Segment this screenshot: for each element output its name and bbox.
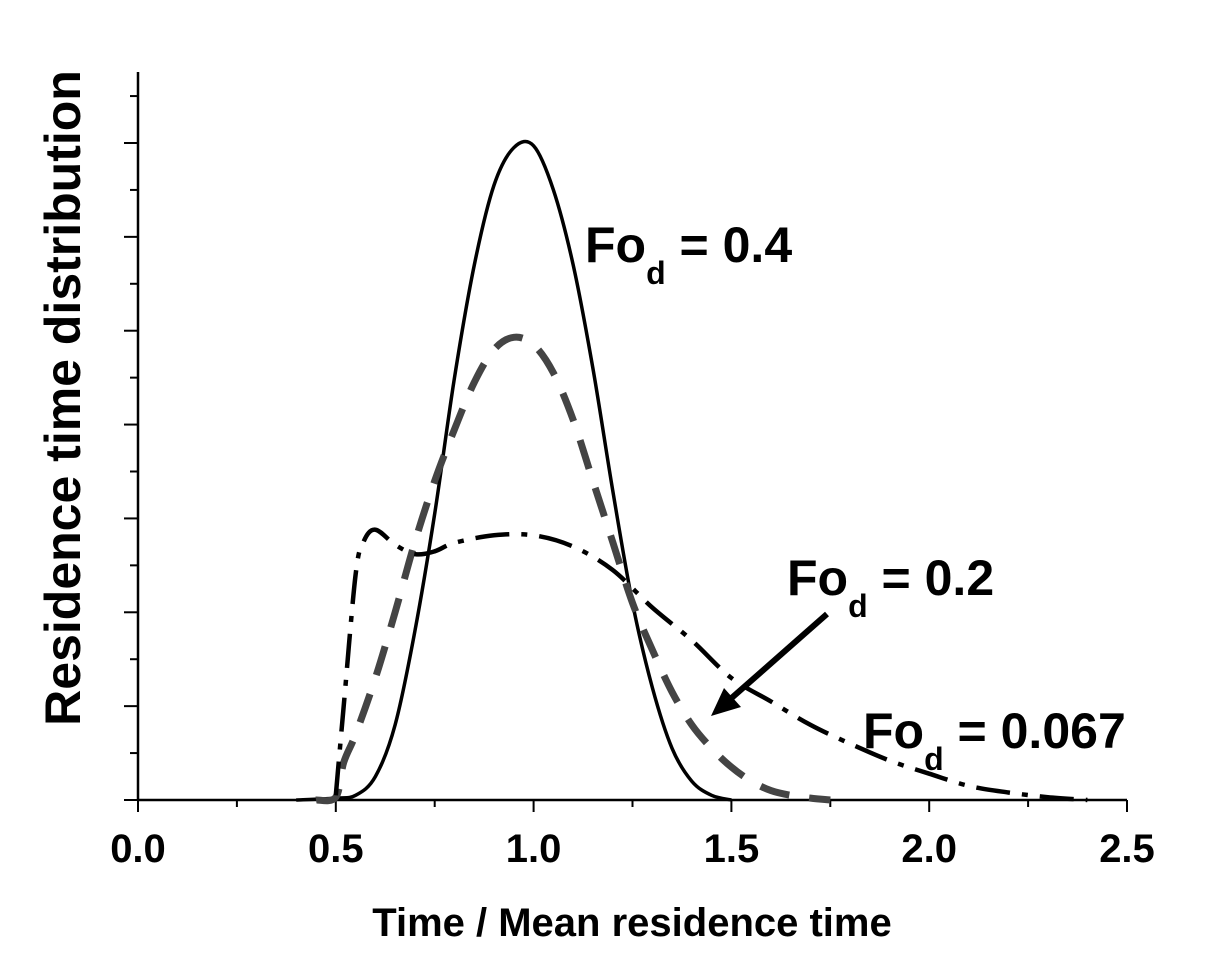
annotation-fo-0-2: Fod = 0.2 — [787, 550, 994, 624]
x-axis-title: Time / Mean residence time — [372, 901, 891, 945]
annotation-arrow-line — [725, 611, 829, 705]
axes: 0.0 0.5 1.0 1.5 2.0 2.5 — [110, 72, 1155, 871]
series-line-dashed — [315, 333, 831, 805]
y-axis-title: Residence time distribution — [35, 70, 91, 726]
x-tick-label: 0.5 — [308, 827, 364, 871]
annotation-fo-0-067: Fod = 0.067 — [863, 703, 1126, 777]
x-tick-label: 2.5 — [1099, 827, 1155, 871]
annotation-fo-0-4: Fod = 0.4 — [585, 217, 792, 291]
series-group — [296, 139, 1088, 805]
series-line-dash-dot — [333, 527, 1088, 803]
annotation-arrow-head — [711, 688, 741, 716]
x-tick-label: 1.0 — [506, 827, 562, 871]
x-tick-label: 1.5 — [704, 827, 760, 871]
x-tick-label: 0.0 — [110, 827, 166, 871]
x-tick-label: 2.0 — [901, 827, 957, 871]
series-line-solid — [296, 139, 732, 802]
